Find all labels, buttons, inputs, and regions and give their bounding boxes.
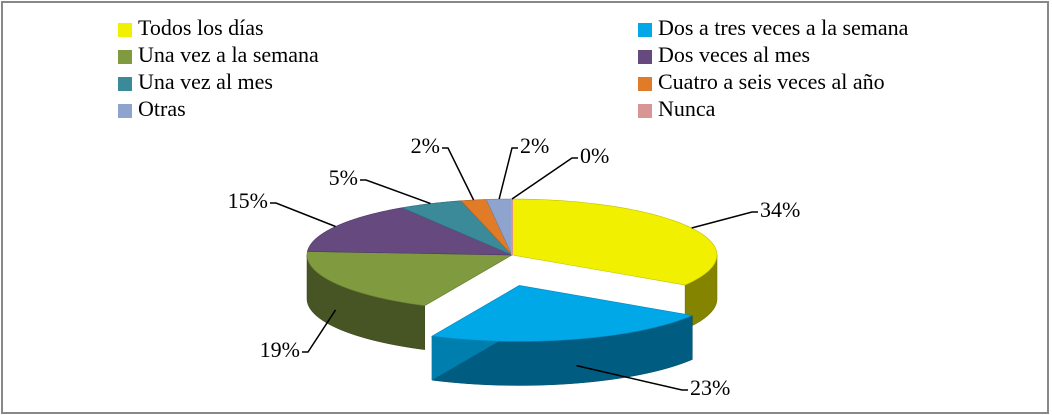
data-label: 2% bbox=[411, 133, 440, 158]
legend-swatch bbox=[638, 77, 652, 91]
leader-line bbox=[360, 179, 431, 205]
leader-line bbox=[270, 202, 336, 228]
leader-line bbox=[498, 147, 518, 200]
legend-label: Todos los días bbox=[138, 15, 264, 40]
data-label: 19% bbox=[260, 337, 300, 362]
leader-line bbox=[691, 211, 758, 229]
legend-label: Una vez a la semana bbox=[138, 42, 319, 67]
data-label: 5% bbox=[329, 165, 358, 190]
legend-swatch bbox=[118, 50, 132, 64]
legend-swatch bbox=[638, 104, 652, 118]
data-label: 2% bbox=[520, 133, 549, 158]
legend-label: Nunca bbox=[658, 96, 716, 121]
legend-swatch bbox=[118, 77, 132, 91]
legend-label: Cuatro a seis veces al año bbox=[658, 69, 885, 94]
legend-label: Dos veces al mes bbox=[658, 42, 810, 67]
data-label: 34% bbox=[760, 197, 800, 222]
legend-label: Dos a tres veces a la semana bbox=[658, 15, 909, 40]
slice bbox=[307, 207, 513, 256]
slice bbox=[485, 198, 513, 256]
leader-line bbox=[302, 309, 337, 353]
legend-swatch bbox=[638, 23, 652, 37]
data-label: 0% bbox=[580, 143, 609, 168]
legend-swatch bbox=[638, 50, 652, 64]
legend-swatch bbox=[118, 23, 132, 37]
leader-line bbox=[576, 364, 688, 391]
slice bbox=[401, 200, 513, 256]
leader-line bbox=[511, 157, 578, 200]
data-label: 15% bbox=[228, 188, 268, 213]
slice bbox=[306, 251, 514, 306]
legend-swatch bbox=[118, 104, 132, 118]
leader-line bbox=[442, 147, 475, 201]
legend-label: Una vez al mes bbox=[138, 69, 273, 94]
slice bbox=[460, 199, 513, 256]
legend-label: Otras bbox=[138, 96, 186, 121]
data-label: 23% bbox=[690, 375, 730, 400]
slice bbox=[431, 285, 694, 342]
